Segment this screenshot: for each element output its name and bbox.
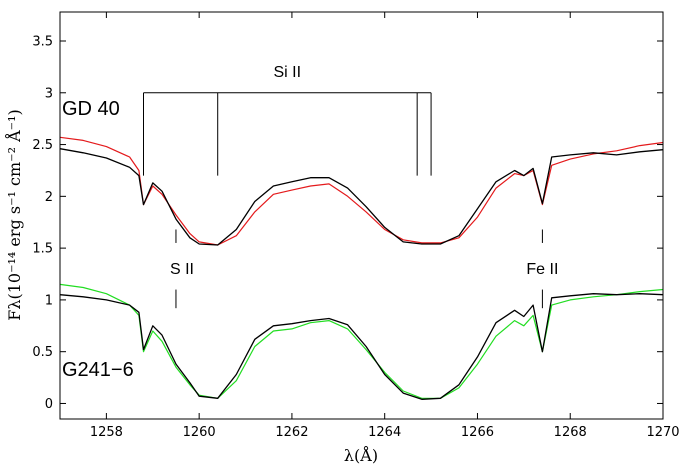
star-label-lower: G241−6 (62, 359, 134, 381)
y-tick-label-1: 1 (45, 293, 53, 308)
s-ii-label: S II (170, 261, 194, 278)
y-tick-label-3.5: 3.5 (32, 34, 53, 49)
series-line-2 (59, 148, 664, 246)
x-tick-label-1262: 1262 (275, 425, 308, 440)
axes-frame (59, 11, 664, 420)
series-line-1 (59, 136, 664, 246)
y-tick-label-2: 2 (45, 190, 53, 205)
y-tick-label-1.5: 1.5 (32, 242, 53, 257)
y-tick-label-2.5: 2.5 (32, 138, 53, 153)
y-axis-title: Fλ(10⁻¹⁴ erg s⁻¹ cm⁻² Å⁻¹) (4, 109, 24, 321)
x-tick-label-1258: 1258 (90, 425, 123, 440)
y-tick-label-0: 0 (45, 397, 53, 412)
y-tick-label-3: 3 (45, 86, 53, 101)
si-ii-label: Si II (274, 64, 302, 81)
y-tick-label-0.5: 0.5 (32, 345, 53, 360)
x-tick-label-1260: 1260 (183, 425, 216, 440)
star-label-upper: GD 40 (62, 98, 120, 120)
line-id-annotations: Si II S II Fe II (142, 64, 558, 309)
plot-frame (59, 11, 664, 420)
x-axis-title: λ(Å) (344, 445, 378, 465)
series-line-4 (59, 293, 664, 400)
x-tick-label-1266: 1266 (461, 425, 494, 440)
series-layer (59, 136, 664, 400)
axis-ticks: 1258 1260 1262 1264 1266 1268 1270 0 0.5 1 1.5 2 2.5… (32, 12, 680, 440)
x-tick-label-1268: 1268 (554, 425, 587, 440)
fe-ii-label: Fe II (526, 261, 558, 278)
x-tick-label-1270: 1270 (646, 425, 679, 440)
x-tick-label-1264: 1264 (368, 425, 401, 440)
